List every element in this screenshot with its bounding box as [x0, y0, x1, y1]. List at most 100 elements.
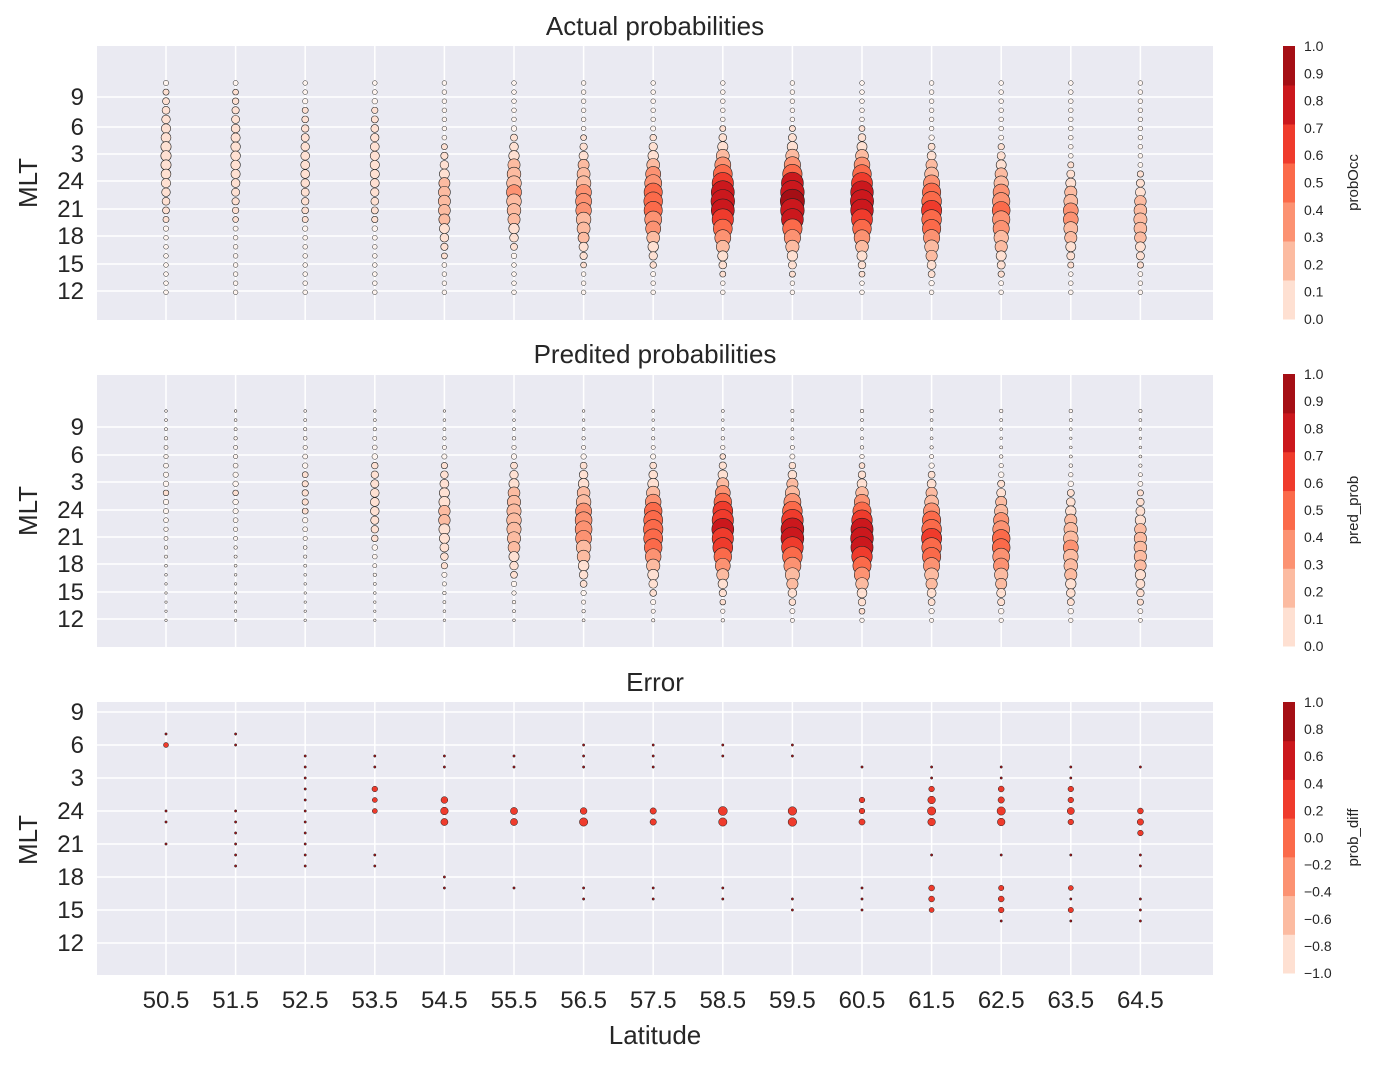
colorbar-segment [1283, 568, 1295, 608]
point [1067, 796, 1074, 804]
x-tick-label: 55.5 [491, 987, 538, 1014]
colorbar: 1.0 0.8 0.6 0.4 0.2 0.0 −0.2 −0.4 −0.6 −0.8 −1.0 pr… [1283, 694, 1362, 981]
point [303, 776, 307, 780]
x-tick-label: 63.5 [1047, 987, 1094, 1014]
point [1138, 864, 1142, 868]
point [510, 252, 518, 259]
x-tick-label: 50.5 [143, 987, 190, 1014]
point [998, 463, 1004, 469]
point [929, 617, 934, 623]
point [302, 89, 308, 95]
point [303, 600, 307, 604]
point [1068, 144, 1074, 150]
colorbar-segment [1283, 124, 1295, 164]
point [303, 582, 307, 586]
point [929, 427, 934, 431]
point [232, 498, 239, 506]
point [163, 271, 169, 277]
y-ticks: 9 6 3 24 21 18 15 12 [57, 699, 84, 957]
point [230, 178, 241, 188]
point [1137, 98, 1144, 104]
point [233, 526, 239, 532]
point [858, 807, 866, 815]
colorbar-tick-label: −0.2 [1304, 857, 1332, 873]
x-axis-label: Latitude [609, 1020, 702, 1050]
point [372, 563, 378, 568]
point [648, 470, 658, 480]
x-ticks: 50.5 51.5 52.5 53.5 54.5 55.5 56.5 57.5 58.5 59.5… [143, 987, 1164, 1014]
point [790, 409, 795, 413]
point [998, 617, 1004, 623]
point [1136, 251, 1145, 261]
y-tick-label: 6 [71, 732, 84, 759]
point [231, 106, 240, 115]
point [511, 262, 517, 268]
point [511, 80, 517, 86]
point [441, 89, 447, 95]
point [233, 436, 238, 441]
point [1068, 472, 1074, 478]
point [373, 864, 377, 868]
point [510, 580, 518, 587]
point [300, 187, 310, 197]
point [1138, 617, 1143, 623]
point [997, 270, 1005, 278]
point [582, 886, 586, 890]
point [999, 765, 1003, 769]
point [510, 818, 518, 826]
point [998, 289, 1004, 295]
point [163, 445, 169, 450]
point [719, 125, 727, 132]
point [441, 134, 448, 141]
point [163, 280, 169, 286]
colorbar-tick-label: 0.0 [1304, 638, 1324, 654]
point [233, 454, 239, 459]
point [441, 252, 448, 260]
point [1066, 497, 1076, 507]
colorbar-segment [1283, 163, 1295, 203]
colorbar-segment [1283, 895, 1295, 935]
point [928, 134, 935, 141]
point [234, 732, 238, 736]
point [996, 488, 1007, 498]
point [581, 599, 587, 605]
point [999, 853, 1003, 857]
point [511, 436, 517, 441]
point [721, 427, 725, 431]
point [1068, 289, 1074, 295]
point [720, 444, 726, 450]
point [650, 599, 657, 605]
point [651, 409, 655, 413]
point [509, 142, 519, 152]
point [233, 563, 238, 568]
point [162, 97, 170, 105]
point [650, 445, 656, 450]
colorbar-tick-label: 0.5 [1304, 175, 1324, 191]
x-tick-label: 58.5 [699, 987, 746, 1014]
point [302, 225, 309, 232]
point [162, 498, 170, 506]
point [788, 133, 797, 142]
y-tick-label: 3 [71, 765, 84, 792]
point [511, 98, 517, 104]
point [650, 98, 656, 104]
point [510, 807, 518, 815]
point [1068, 463, 1073, 468]
point [719, 453, 726, 460]
point [370, 470, 379, 479]
point [302, 535, 308, 541]
x-tick-label: 59.5 [769, 987, 816, 1014]
point [161, 187, 171, 197]
point [439, 542, 450, 553]
point [300, 178, 310, 188]
point [999, 454, 1004, 459]
point [164, 427, 168, 432]
point [1138, 897, 1142, 901]
colorbar-segment [1283, 46, 1295, 86]
colorbar-segment [1283, 818, 1295, 858]
point [928, 895, 935, 903]
point [651, 436, 656, 441]
point [927, 470, 936, 479]
point [789, 280, 796, 286]
point [230, 159, 241, 170]
